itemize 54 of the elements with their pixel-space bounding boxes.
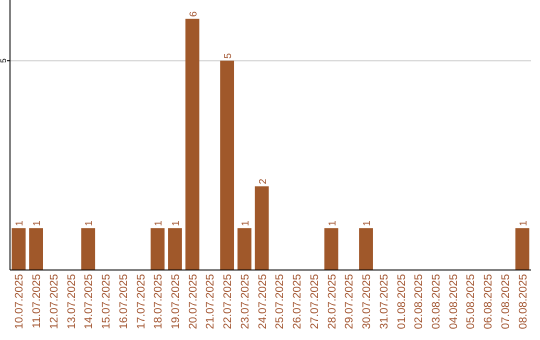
bar [29, 228, 43, 270]
bar [359, 228, 373, 270]
x-tick-label: 30.07.2025 [361, 274, 374, 330]
x-tick-label: 23.07.2025 [239, 274, 252, 330]
bar [515, 228, 530, 270]
bar [254, 186, 269, 270]
x-tick-label: 10.07.2025 [14, 274, 26, 330]
x-tick-label: 26.07.2025 [292, 274, 304, 330]
x-tick-label: 08.08.2025 [517, 274, 530, 330]
x-tick-label: 19.07.2025 [170, 274, 182, 330]
x-tick-label: 13.07.2025 [66, 274, 78, 330]
x-tick-label: 28.07.2025 [326, 274, 338, 330]
x-tick-label: 12.07.2025 [48, 274, 60, 330]
x-tick-label: 25.07.2025 [274, 274, 286, 330]
bar [220, 60, 234, 270]
data-label: 1 [84, 220, 96, 226]
x-tick-label: 04.08.2025 [448, 274, 460, 330]
bar [324, 228, 338, 270]
x-tick-label: 03.08.2025 [430, 274, 442, 330]
data-label: 1 [327, 220, 338, 226]
x-tick-label: 11.07.2025 [31, 274, 44, 328]
x-tick-label: 15.07.2025 [100, 274, 113, 330]
x-tick-label: 22.07.2025 [222, 274, 234, 330]
x-tick-label: 20.07.2025 [187, 274, 200, 330]
x-tick-label: 16.07.2025 [118, 274, 130, 330]
data-label: 1 [14, 220, 26, 226]
x-tick-label: 07.08.2025 [500, 274, 512, 330]
data-label: 6 [188, 10, 200, 17]
data-label: 1 [170, 220, 182, 226]
data-label: 1 [362, 220, 374, 226]
bar [185, 18, 200, 270]
x-tick-label: 06.08.2025 [482, 274, 495, 330]
data-label: 2 [258, 178, 269, 184]
data-label: 5 [223, 52, 234, 59]
x-tick-label: 14.07.2025 [83, 274, 96, 330]
x-tick-label: 21.07.2025 [204, 274, 217, 330]
bar [81, 228, 96, 270]
x-tick-label: 01.08.2025 [396, 274, 408, 330]
data-label: 1 [154, 220, 165, 226]
bar [238, 228, 252, 270]
x-tick-label: 02.08.2025 [413, 274, 426, 330]
x-tick-label: 24.07.2025 [256, 274, 269, 330]
bar [168, 228, 182, 270]
x-tick-label: 29.07.2025 [344, 274, 356, 330]
data-label: 1 [518, 220, 530, 226]
x-tick-label: 17.07.2025 [135, 274, 148, 330]
data-label: 1 [32, 220, 44, 226]
x-tick-label: 18.07.2025 [152, 274, 165, 330]
bar [12, 228, 26, 270]
x-tick-label: 27.07.2025 [308, 274, 321, 330]
x-tick-label: 05.08.2025 [465, 274, 478, 330]
bar [150, 228, 165, 270]
data-label: 1 [240, 220, 252, 226]
x-tick-label: 31.07.2025 [378, 274, 390, 330]
